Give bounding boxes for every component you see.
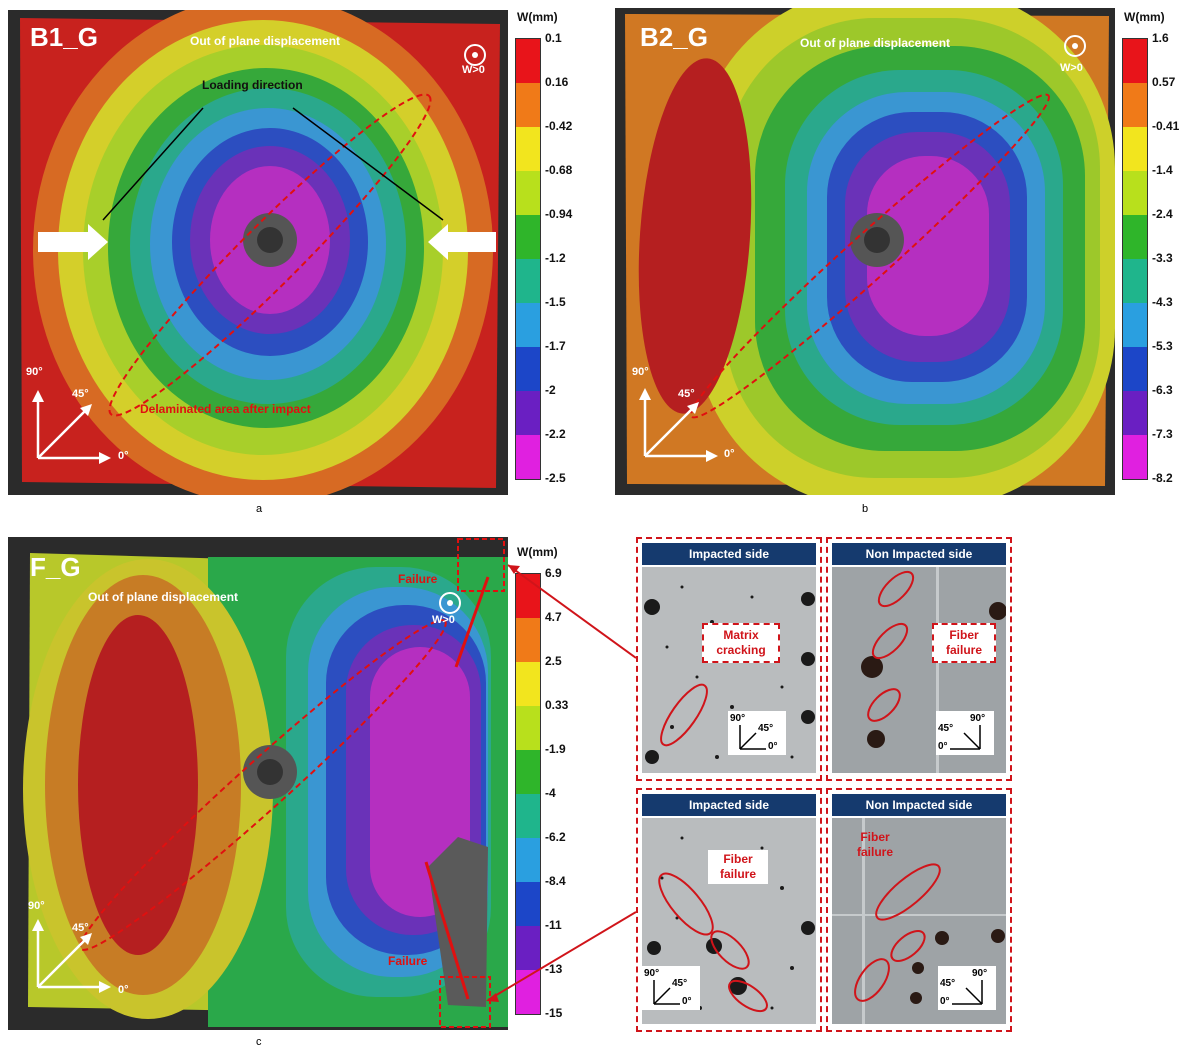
inset-axis-box: 90° 45° 0°	[642, 966, 700, 1010]
inset-label: Fiber failure	[932, 623, 996, 663]
panel-a-title: Out of plane displacement	[190, 34, 341, 48]
colorbar-tick: -8.2	[1152, 471, 1173, 485]
inset-header: Non Impacted side	[832, 543, 1006, 565]
panel-c-failure-top: Failure	[398, 572, 438, 586]
panel-b-angle-45: 45°	[678, 388, 695, 400]
colorbar-tick: -4.3	[1152, 295, 1173, 309]
colorbar-tick: -2.2	[545, 427, 566, 441]
panel-b-angle-90: 90°	[632, 366, 649, 378]
axis-90: 90°	[970, 713, 986, 724]
colorbar-tick: -2.5	[545, 471, 566, 485]
colorbar-tick: -7.3	[1152, 427, 1173, 441]
panel-c-failure-bottom: Failure	[388, 954, 428, 968]
axis-0: 0°	[940, 996, 950, 1007]
inset-label: Matrix cracking	[702, 623, 780, 663]
panel-c-sign: W>0	[432, 614, 455, 626]
inset-header: Impacted side	[642, 794, 816, 816]
colorbar-tick: 0.16	[545, 75, 569, 89]
axis-45: 45°	[758, 723, 774, 734]
panel-a-angle-0: 0°	[118, 450, 129, 462]
panel-c-angle-45: 45°	[72, 922, 89, 934]
colorbar-tick: -4	[545, 786, 556, 800]
colorbar-tick: -2.4	[1152, 207, 1173, 221]
panel-c-contour-map	[8, 537, 508, 1030]
colorbar-tick: 0.1	[545, 31, 562, 45]
colorbar-unit: W(mm)	[517, 10, 558, 24]
colorbar-tick: -1.9	[545, 742, 566, 756]
axis-0: 0°	[682, 996, 692, 1007]
panel-c-angle-90: 90°	[28, 900, 45, 912]
panel-b-sign: W>0	[1060, 62, 1083, 74]
colorbar-tick: 0.57	[1152, 75, 1176, 89]
inset-non-impacted-bottom: Non Impacted side Fiber failure 45° 90° …	[826, 788, 1012, 1032]
colorbar-tick: -1.5	[545, 295, 566, 309]
axis-45: 45°	[938, 723, 954, 734]
panel-letter-b: b	[862, 503, 869, 515]
colorbar-tick: -0.41	[1152, 119, 1180, 133]
colorbar-tick: -6.2	[545, 830, 566, 844]
colorbar-tick: -0.42	[545, 119, 573, 133]
axis-45: 45°	[940, 978, 956, 989]
colorbar-tick: 4.7	[545, 610, 562, 624]
colorbar-tick: -3.3	[1152, 251, 1173, 265]
axis-90: 90°	[972, 968, 988, 979]
colorbar-tick: -15	[545, 1006, 563, 1020]
inset-axis-box: 45° 90° 0°	[936, 711, 994, 755]
colorbar-unit: W(mm)	[1124, 10, 1165, 24]
colorbar-tick: -1.2	[545, 251, 566, 265]
panel-a-loading-direction: Loading direction	[202, 78, 303, 92]
colorbar-tick: -8.4	[545, 874, 566, 888]
colorbar-tick: 6.9	[545, 566, 562, 580]
inset-non-impacted-top: Non Impacted side Fiber failure 45° 90° …	[826, 537, 1012, 781]
inset-header: Impacted side	[642, 543, 816, 565]
panel-c-title: Out of plane displacement	[88, 590, 239, 604]
colorbar-tick: -0.94	[545, 207, 573, 221]
inset-impacted-top: Impacted side Matrix cracking 90° 45° 0°	[636, 537, 822, 781]
panel-b-id: B2_G	[640, 22, 708, 52]
axis-0: 0°	[938, 741, 948, 752]
panel-a-sign: W>0	[462, 64, 485, 76]
panel-a-angle-45: 45°	[72, 388, 89, 400]
colorbar-gradient	[1122, 38, 1148, 480]
axis-90: 90°	[730, 713, 746, 724]
colorbar-tick: 2.5	[545, 654, 562, 668]
axis-0: 0°	[768, 741, 778, 752]
colorbar-gradient	[515, 38, 541, 480]
panel-letter-a: a	[256, 503, 263, 515]
panel-letter-c: c	[256, 1036, 262, 1048]
colorbar-tick: -1.4	[1152, 163, 1173, 177]
panel-b-contour-map	[615, 8, 1115, 495]
panel-a-delam-label: Delaminated area after impact	[140, 402, 311, 416]
colorbar-tick: 1.6	[1152, 31, 1169, 45]
inset-label: Fiber failure	[856, 830, 893, 859]
panel-b-title: Out of plane displacement	[800, 36, 951, 50]
colorbar-gradient	[515, 573, 541, 1015]
inset-axis-box: 45° 90° 0°	[938, 966, 996, 1010]
panel-a-id: B1_G	[30, 22, 98, 52]
panel-a-angle-90: 90°	[26, 366, 43, 378]
inset-impacted-bottom: Impacted side Fiber failure 90° 45° 0°	[636, 788, 822, 1032]
colorbar-unit: W(mm)	[517, 545, 558, 559]
colorbar-tick: -11	[545, 918, 562, 932]
inset-label: Fiber failure	[708, 850, 768, 884]
colorbar-tick: -5.3	[1152, 339, 1173, 353]
colorbar-tick: -0.68	[545, 163, 573, 177]
colorbar-tick: 0.33	[545, 698, 569, 712]
colorbar-tick: -13	[545, 962, 563, 976]
axis-90: 90°	[644, 968, 660, 979]
panel-b-angle-0: 0°	[724, 448, 735, 460]
inset-header: Non Impacted side	[832, 794, 1006, 816]
panel-a-contour-map	[8, 10, 508, 495]
colorbar-tick: -6.3	[1152, 383, 1173, 397]
colorbar-tick: -2	[545, 383, 556, 397]
inset-axis-box: 90° 45° 0°	[728, 711, 786, 755]
colorbar-tick: -1.7	[545, 339, 566, 353]
axis-45: 45°	[672, 978, 688, 989]
panel-c-angle-0: 0°	[118, 984, 129, 996]
panel-c-id: F_G	[30, 552, 81, 582]
